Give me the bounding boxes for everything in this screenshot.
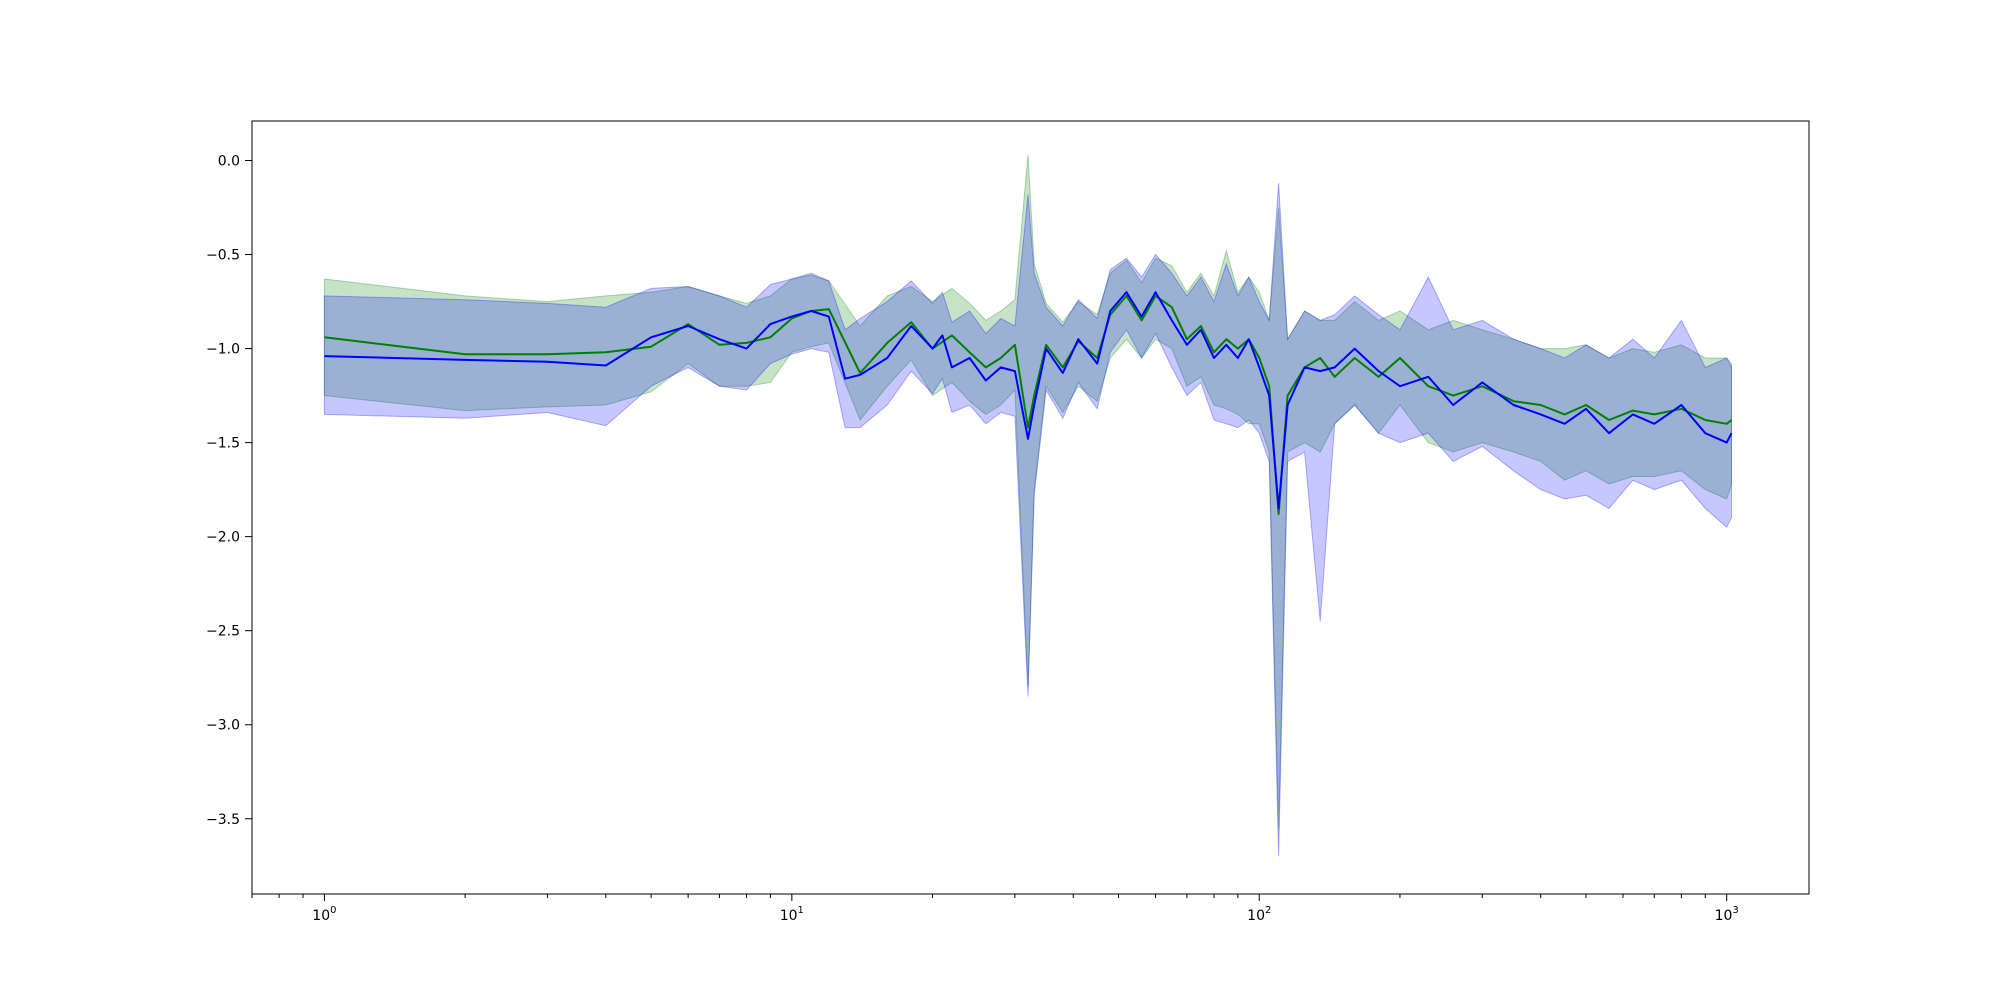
y-tick-label: −3.0: [206, 718, 240, 734]
y-axis: 0.0 −0.5 −1.0 −1.5 −2.0 −2.5 −3.0 −3.5: [206, 153, 252, 828]
series-lines: [324, 291, 1733, 516]
series-2-line: [324, 291, 1733, 510]
plot-frame: [251, 120, 1810, 895]
y-tick-label: −0.5: [206, 248, 240, 264]
y-tick-label: −2.5: [206, 624, 240, 640]
y-tick-label: −3.5: [206, 812, 240, 828]
confidence-bands: [323, 154, 1732, 857]
y-tick-label: −2.0: [206, 530, 240, 546]
series-1-band: [323, 154, 1732, 829]
y-tick-label: −1.5: [206, 436, 240, 452]
series-2-band: [323, 183, 1732, 857]
y-tick-label: 0.0: [218, 153, 240, 169]
series-1-line: [324, 294, 1733, 516]
y-tick-label: −1.0: [206, 342, 240, 358]
